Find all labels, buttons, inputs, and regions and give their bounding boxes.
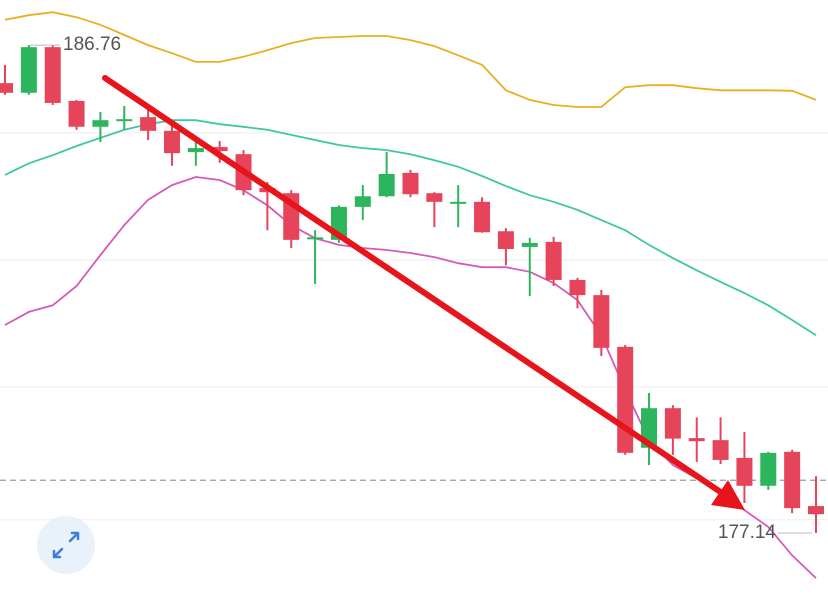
band-line — [4, 11, 817, 108]
candle-body — [426, 193, 443, 202]
expand-icon[interactable] — [52, 531, 80, 559]
candle-body — [163, 130, 180, 154]
candle-body — [211, 147, 228, 152]
candle-body — [760, 452, 777, 486]
candle-body — [593, 295, 610, 348]
candle-body — [44, 47, 61, 103]
band-line — [4, 176, 817, 579]
candle-body — [497, 231, 514, 249]
candle-body — [569, 279, 586, 296]
trend-arrow — [102, 75, 725, 496]
candle-body — [68, 100, 85, 127]
candle-body — [307, 237, 324, 240]
candle-body — [140, 117, 157, 131]
candle-body — [187, 148, 204, 153]
candle-body — [378, 173, 395, 197]
candle-body — [20, 47, 37, 93]
high-label: 186.76 — [63, 34, 121, 55]
candle-body — [474, 201, 491, 233]
trend-arrowhead — [711, 480, 745, 510]
candle-body — [664, 408, 681, 439]
candle-body — [545, 241, 562, 280]
expand-button[interactable] — [37, 516, 95, 574]
candle-body — [450, 201, 467, 204]
candle-body — [402, 172, 419, 195]
candle-body — [116, 119, 133, 122]
candle-body — [712, 440, 729, 460]
candle-body — [617, 346, 634, 453]
candle-body — [808, 506, 824, 515]
band-line — [4, 119, 817, 336]
candle-body — [736, 457, 753, 486]
expand-button-bg[interactable] — [37, 516, 95, 574]
candle-body — [0, 83, 13, 93]
candle-body — [688, 438, 705, 442]
candle-body — [784, 451, 801, 509]
candle-body — [354, 196, 371, 207]
candle-body — [521, 242, 538, 247]
low-label: 177.14 — [718, 522, 777, 543]
candle-body — [92, 120, 109, 127]
